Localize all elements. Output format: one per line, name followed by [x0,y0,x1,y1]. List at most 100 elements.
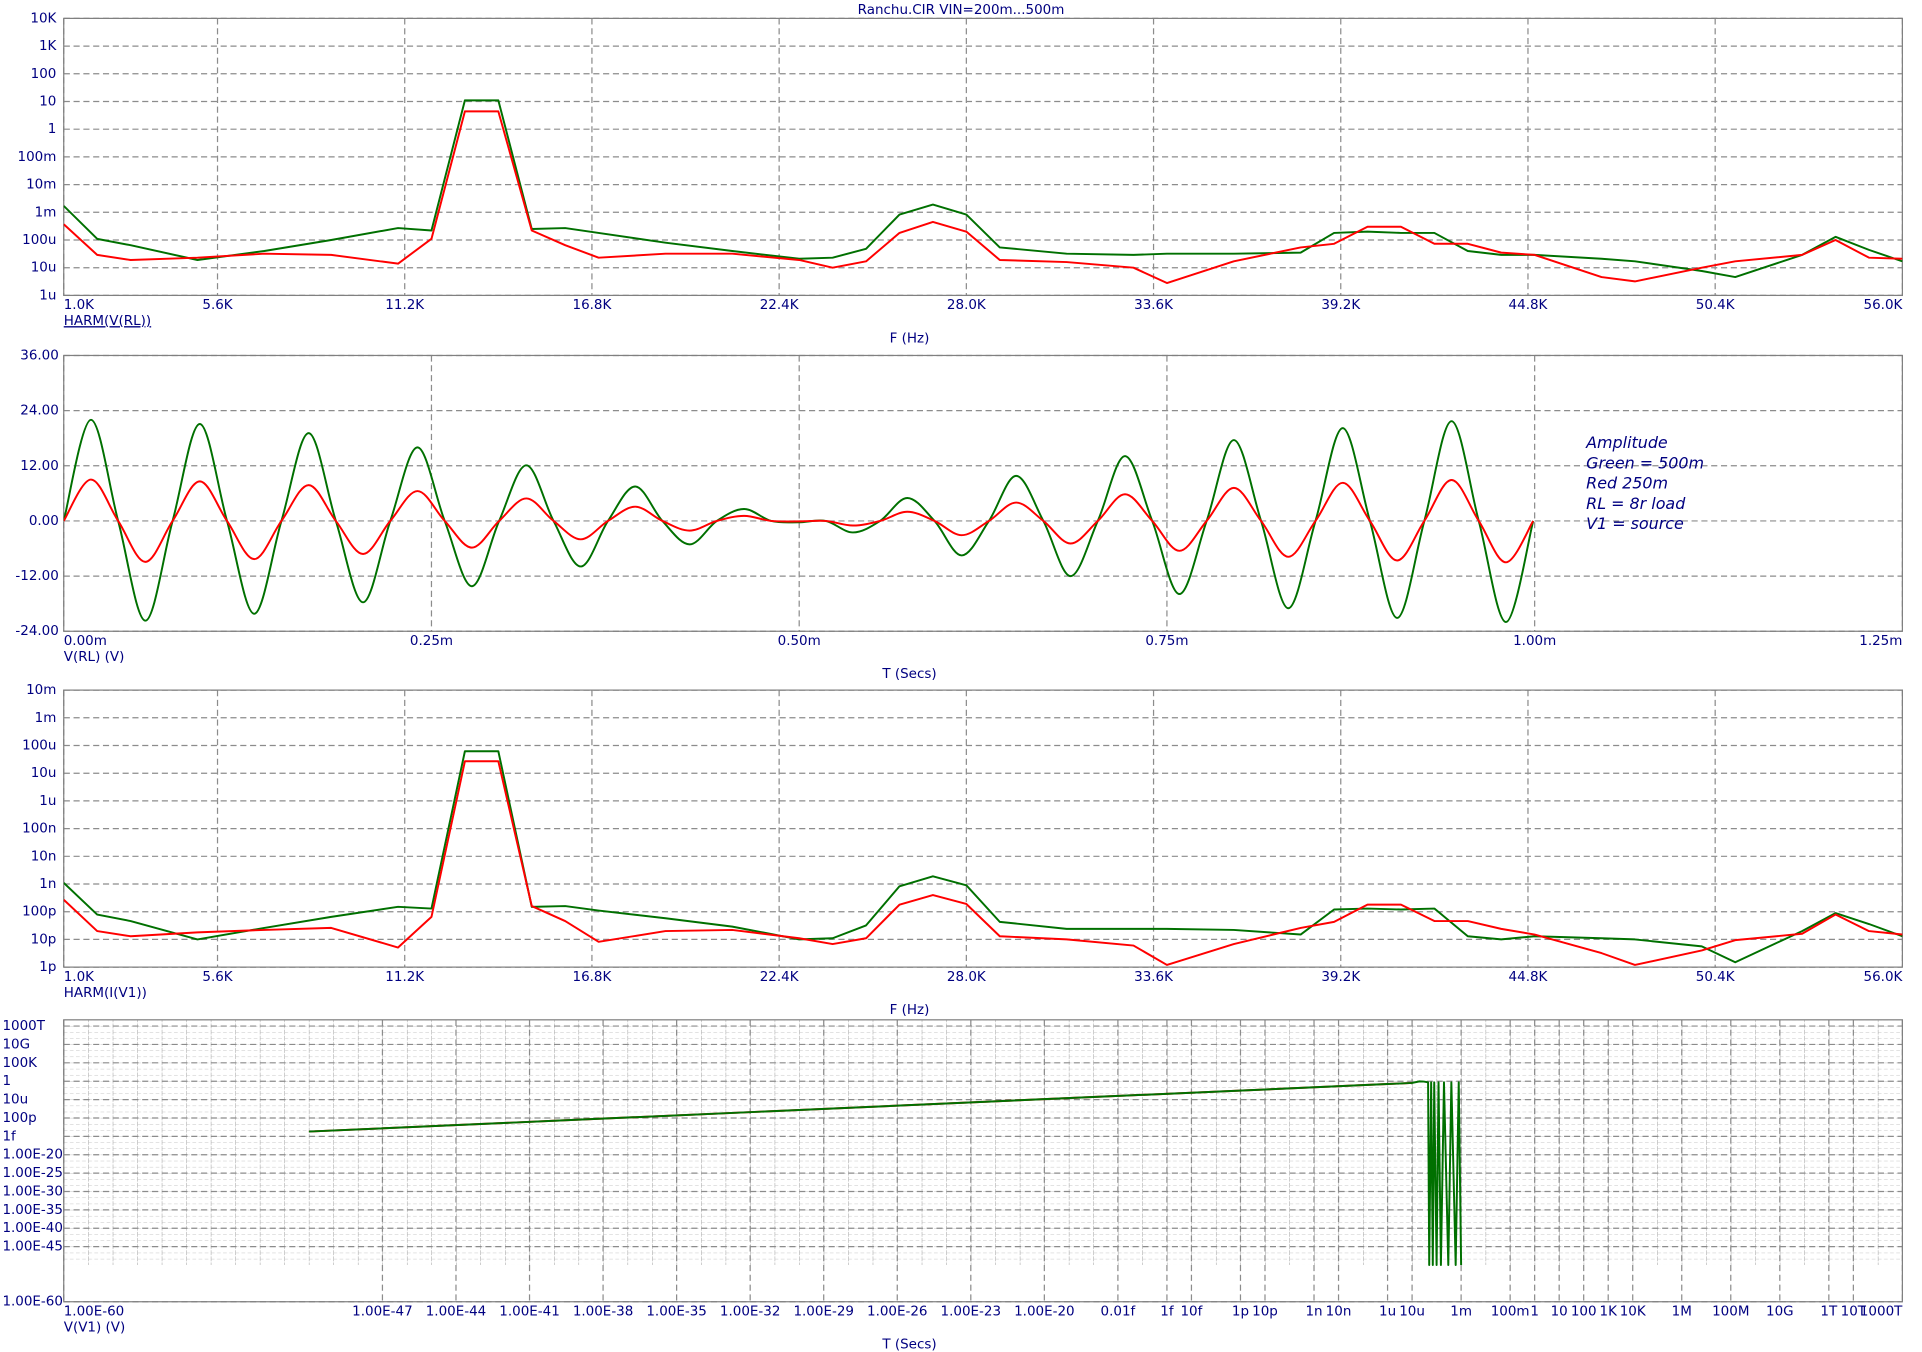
annotation: RL = 8r load [1586,494,1686,513]
x-tick-label: 11.2K [385,969,425,985]
series-line [63,99,1903,279]
y-tick-label: 100n [22,821,56,837]
y-tick-label: 1f [2,1128,16,1144]
dense-grid [63,1019,1903,1265]
x-tick-label: 1.00E-35 [646,1304,707,1320]
y-tick-label: 1000T [2,1018,45,1034]
x-tick-label: 1u [1379,1304,1396,1320]
x-tick-label: 10p [1252,1304,1278,1320]
x-tick-label: 16.8K [573,297,613,313]
annotation: V1 = source [1586,514,1684,533]
x-tick-label: 10T [1841,1304,1867,1320]
y-tick-label: 100p [2,1110,36,1126]
x-tick-label: 1.00m [1513,633,1556,649]
y-tick-label: 10u [31,765,57,781]
x-tick-label: 1f [1160,1304,1174,1320]
x-tick-label: 1000T [1860,1304,1903,1320]
annotation: Red 250m [1586,474,1668,493]
y-tick-label: 1m [35,710,57,726]
series-line [63,760,1903,966]
x-tick-label: 100m [1491,1304,1530,1320]
y-tick-label: 1 [2,1073,11,1089]
x-axis-label: T (Secs) [881,1337,936,1352]
x-tick-label: 39.2K [1321,297,1361,313]
y-tick-label: 12.00 [20,458,59,474]
x-tick-label: 50.4K [1696,297,1736,313]
y-tick-label: 1K [39,38,58,54]
x-tick-label: 1.00E-44 [426,1304,487,1320]
annotation: Amplitude [1585,433,1668,452]
x-tick-label: 1T [1820,1304,1838,1320]
plot-frame [63,689,1904,968]
y-tick-label: -24.00 [15,623,58,639]
x-tick-label: 0.01f [1101,1304,1136,1320]
x-tick-label: 10u [1399,1304,1425,1320]
x-tick-label: 10n [1326,1304,1352,1320]
x-tick-label: 1.00E-47 [352,1304,413,1320]
y-tick-label: 10m [26,682,56,698]
plot-frame [63,17,1904,297]
x-tick-label: 33.6K [1134,969,1174,985]
trace-label: V(V1) (V) [64,1319,126,1335]
plot-frame [63,1019,1904,1303]
x-tick-label: 44.8K [1509,969,1549,985]
x-tick-label: 1.00E-38 [573,1304,634,1320]
x-tick-label: 100 [1571,1304,1597,1320]
x-tick-label: 10K [1620,1304,1647,1320]
x-tick-label: 10 [1551,1304,1568,1320]
y-tick-label: 1 [48,121,57,137]
y-tick-label: 10 [39,93,56,109]
y-tick-label: 24.00 [20,403,59,419]
x-tick-label: 50.4K [1696,969,1736,985]
y-tick-label: 1.00E-25 [2,1165,63,1181]
y-tick-label: 100u [22,232,56,248]
x-tick-label: 0.75m [1145,633,1188,649]
y-tick-label: 1.00E-40 [2,1220,63,1236]
x-tick-label: 1p [1232,1304,1249,1320]
x-tick-label: 1.00E-41 [499,1304,560,1320]
x-tick-label: 39.2K [1321,969,1361,985]
x-tick-label: 1M [1672,1304,1692,1320]
x-tick-label: 22.4K [760,969,800,985]
y-tick-label: 10u [2,1092,28,1108]
x-tick-label: 1.00E-20 [1014,1304,1075,1320]
x-tick-label: 1.25m [1859,633,1902,649]
y-tick-label: 0.00 [29,513,59,529]
series-line [63,750,1903,964]
y-tick-label: 1.00E-35 [2,1202,63,1218]
y-tick-label: 1u [39,793,56,809]
x-tick-label: 1.0K [64,969,95,985]
x-tick-label: 10f [1180,1304,1202,1320]
x-tick-label: 1K [1600,1304,1619,1320]
x-tick-label: 28.0K [947,297,987,313]
x-tick-label: 100M [1712,1304,1749,1320]
y-tick-label: -12.00 [15,568,58,584]
y-tick-label: 100K [2,1055,38,1071]
trace-label: HARM(V(RL)) [64,313,151,329]
series-line [308,1080,1463,1266]
y-tick-label: 1.00E-30 [2,1183,63,1199]
panel: -24.00 -12.00 0.00 12.00 24.00 36.00 0.00m 0.25… [15,347,1904,682]
x-axis-label: T (Secs) [881,666,936,682]
x-tick-label: 56.0K [1864,297,1904,313]
y-tick-label: 1m [35,204,57,220]
x-tick-label: 5.6K [202,297,233,313]
y-tick-label: 1n [39,876,56,892]
y-tick-label: 1u [39,287,56,303]
panel: 1p 10p 100p 1n 10n 100n 1u 10u 100u 1m 10m 1.0K 5.6K… [22,682,1903,1018]
annotation: Green = 500m [1586,453,1704,472]
x-tick-label: 1n [1305,1304,1322,1320]
x-tick-label: 33.6K [1134,297,1174,313]
x-tick-label: 56.0K [1864,969,1904,985]
y-tick-label: 1p [39,959,56,975]
y-tick-label: 1.00E-60 [2,1294,63,1310]
x-tick-label: 1.00E-26 [867,1304,928,1320]
window-title: Ranchu.CIR VIN=200m...500m [858,2,1065,18]
x-tick-label: 5.6K [202,969,233,985]
x-tick-label: 1.00E-32 [720,1304,781,1320]
x-tick-label: 16.8K [573,969,613,985]
series-line [63,110,1903,284]
x-tick-label: 10G [1766,1304,1794,1320]
